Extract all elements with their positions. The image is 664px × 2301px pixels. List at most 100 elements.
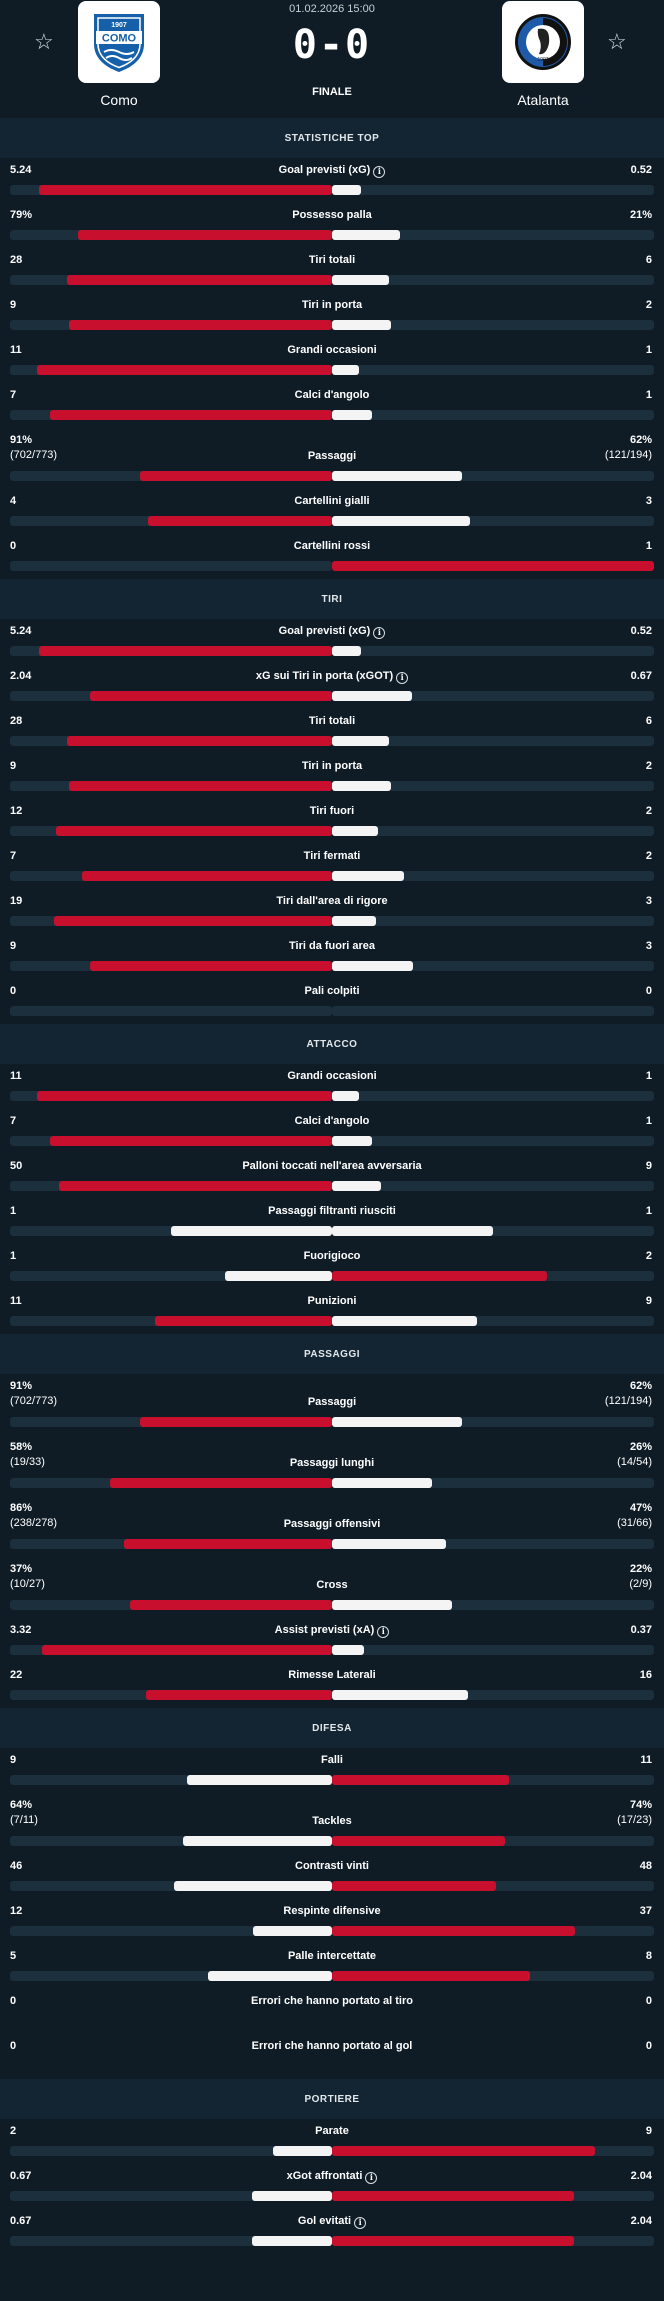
- home-team-logo[interactable]: 1907 COMO: [78, 1, 160, 83]
- home-stat-value: 91% (702/773): [10, 433, 57, 463]
- section-header: PASSAGGI: [0, 1334, 664, 1374]
- stat-row: 28 Tiri totali 6: [0, 248, 664, 293]
- home-stat-main: 0.67: [10, 2215, 32, 2227]
- home-stat-value: 28: [10, 253, 22, 268]
- stat-row: 1 Passaggi filtranti riusciti 1: [0, 1199, 664, 1244]
- info-icon[interactable]: i: [365, 2172, 378, 2184]
- home-bar-fill: [90, 691, 332, 701]
- away-bar-fill: [332, 646, 361, 656]
- away-bar-track: [332, 1881, 654, 1891]
- away-bar-track: [332, 516, 654, 526]
- home-bar-fill: [253, 1926, 332, 1936]
- home-stat-value: 22: [10, 1668, 22, 1683]
- away-stat-value: 2.04: [631, 2169, 652, 2184]
- away-stat-value: 62% (121/194): [605, 1379, 652, 1409]
- home-bar-fill: [90, 961, 332, 971]
- away-stat-value: 2: [646, 298, 652, 313]
- away-team-name[interactable]: Atalanta: [517, 92, 569, 108]
- section-header: STATISTICHE TOP: [0, 118, 664, 158]
- away-bar-fill: [332, 1478, 432, 1488]
- stat-row: 58% (19/33) Passaggi lunghi 26% (14/54): [0, 1435, 664, 1496]
- info-icon[interactable]: i: [354, 2217, 367, 2229]
- section-header: DIFESA: [0, 1708, 664, 1748]
- stat-row: 0 Errori che hanno portato al tiro 0: [0, 1989, 664, 2034]
- away-stat-main: 9: [645, 1295, 652, 1307]
- away-team-logo[interactable]: 1907: [502, 1, 584, 83]
- home-bar-fill: [39, 646, 332, 656]
- stat-label: Passaggi offensivi: [0, 1517, 664, 1532]
- home-bar-track: [10, 1181, 332, 1191]
- home-stat-main: 0: [10, 1995, 17, 2007]
- away-stat-value: 3: [646, 494, 652, 509]
- home-bar-track: [10, 1775, 332, 1785]
- home-bar-fill: [146, 1690, 332, 1700]
- comparison-bar: [10, 2236, 654, 2246]
- info-icon[interactable]: i: [373, 627, 386, 639]
- stat-label-text: Falli: [320, 1754, 343, 1766]
- away-bar-track: [332, 916, 654, 926]
- home-stat-main: 19: [10, 895, 23, 907]
- home-bar-fill: [69, 781, 332, 791]
- home-stat-sub: (19/33): [10, 1456, 45, 1468]
- away-stat-value: 6: [646, 714, 652, 729]
- home-bar-track: [10, 185, 332, 195]
- stat-row: 2.04 xG sui Tiri in porta (xGOT) i 0.67: [0, 664, 664, 709]
- stat-label: Errori che hanno portato al gol: [0, 2039, 664, 2054]
- stat-label-text: Tiri dall'area di rigore: [276, 895, 388, 907]
- home-stat-value: 9: [10, 1753, 16, 1768]
- home-stat-main: 0: [10, 540, 17, 552]
- away-bar-track: [332, 736, 654, 746]
- home-stat-value: 1: [10, 1204, 16, 1219]
- stat-row: 9 Tiri in porta 2: [0, 754, 664, 799]
- info-icon[interactable]: i: [373, 166, 386, 178]
- stat-label: Tiri in porta: [0, 759, 664, 774]
- info-icon[interactable]: i: [377, 1626, 390, 1638]
- away-bar-track: [332, 365, 654, 375]
- home-stat-main: 58%: [10, 1441, 33, 1453]
- home-favorite-star-icon[interactable]: ☆: [34, 29, 54, 54]
- away-favorite-star-icon[interactable]: ☆: [607, 29, 627, 54]
- away-bar-fill: [332, 410, 372, 420]
- away-bar-fill: [332, 1600, 452, 1610]
- away-stat-main: 2: [645, 760, 652, 772]
- stat-label-text: Fuorigioco: [303, 1250, 361, 1262]
- stat-label: Palloni toccati nell'area avversaria: [0, 1159, 664, 1174]
- away-stat-value: 0.52: [631, 163, 652, 178]
- away-stat-value: 22% (2/9): [629, 1562, 652, 1592]
- stat-label: Fuorigioco: [0, 1249, 664, 1264]
- home-stat-main: 46: [10, 1860, 23, 1872]
- home-stat-sub: (238/278): [10, 1517, 58, 1529]
- away-stat-main: 11: [640, 1754, 652, 1766]
- home-bar-fill: [50, 1136, 332, 1146]
- away-bar-track: [332, 871, 654, 881]
- home-stat-value: 9: [10, 298, 16, 313]
- stat-row: 0.67 Gol evitati i 2.04: [0, 2209, 664, 2254]
- home-bar-track: [10, 2236, 332, 2246]
- stat-label: Tiri dall'area di rigore: [0, 894, 664, 909]
- away-stat-main: 2.04: [630, 2170, 652, 2182]
- comparison-bar: [10, 691, 654, 701]
- home-bar-fill: [252, 2236, 332, 2246]
- home-stat-value: 2: [10, 2124, 16, 2139]
- stat-label-text: Palle intercettate: [287, 1950, 377, 1962]
- comparison-bar: [10, 2146, 654, 2156]
- away-bar-fill: [332, 691, 412, 701]
- away-stat-value: 0: [646, 984, 652, 999]
- info-icon[interactable]: i: [396, 672, 409, 684]
- stat-label-text: Calci d'angolo: [294, 389, 370, 401]
- away-stat-value: 2: [646, 1249, 652, 1264]
- home-bar-track: [10, 275, 332, 285]
- away-stat-main: 0: [645, 985, 652, 997]
- stat-label: Tackles: [0, 1814, 664, 1829]
- away-stat-main: 3: [645, 895, 652, 907]
- home-stat-main: 11: [10, 1295, 22, 1307]
- stat-label-text: Possesso palla: [292, 209, 372, 221]
- away-stat-value: 2: [646, 804, 652, 819]
- away-bar-fill: [332, 1181, 381, 1191]
- home-stat-value: 0: [10, 1994, 16, 2009]
- home-bar-track: [10, 871, 332, 881]
- away-stat-value: 1: [646, 1069, 652, 1084]
- home-team-name[interactable]: Como: [100, 92, 138, 108]
- away-bar-track: [332, 826, 654, 836]
- match-score: 0-0: [292, 22, 372, 68]
